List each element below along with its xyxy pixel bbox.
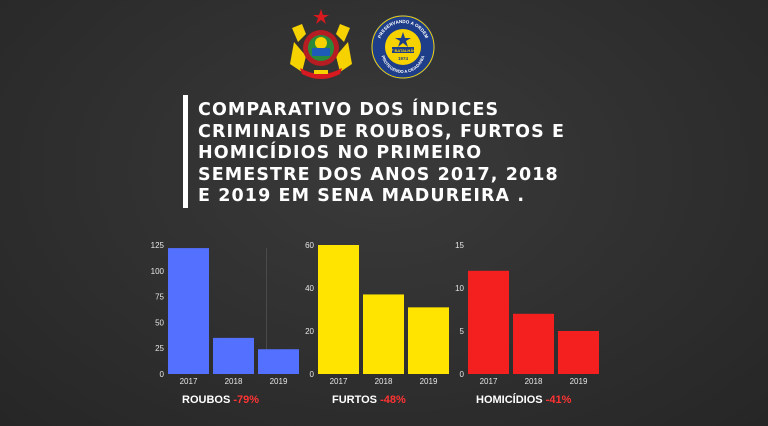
furtos-xtick-2019: 2019	[420, 377, 438, 386]
title-line-1: COMPARATIVO DOS ÍNDICES	[198, 100, 500, 120]
roubos-xtick-2018: 2018	[225, 377, 243, 386]
homicidios-ytick-3: 15	[455, 241, 464, 250]
homicidios-ytick-0: 0	[460, 370, 465, 379]
police-seal-icon: 8º BATALHÃO 1974 PRESERVANDO A ORDEM PRO…	[371, 15, 435, 79]
roubos-bar-2017	[168, 248, 209, 374]
roubos-bar-2018	[213, 337, 254, 374]
homicidios-ytick-1: 5	[460, 327, 465, 336]
furtos-bar-2018	[363, 294, 404, 374]
roubos-ytick-0: 0	[160, 370, 165, 379]
furtos-ytick-0: 0	[310, 370, 315, 379]
roubos-caption-name: ROUBOS	[182, 394, 231, 406]
furtos-bar-2019	[408, 307, 449, 374]
seal-year-label: 1974	[398, 56, 409, 61]
homicidios-xtick-2019: 2019	[570, 377, 588, 386]
homicidios-caption: HOMICÍDIOS -41%	[476, 394, 571, 406]
homicidios-bar-2018	[513, 313, 554, 374]
chart-divider	[266, 248, 267, 358]
furtos-xtick-2018: 2018	[375, 377, 393, 386]
title-line-2: CRIMINAIS DE ROUBOS, FURTOS E	[198, 121, 566, 142]
furtos-xtick-2017: 2017	[330, 377, 348, 386]
homicidios-xtick-2018: 2018	[525, 377, 543, 386]
title-line-4: SEMESTRE DOS ANOS 2017, 2018	[198, 164, 559, 185]
roubos-ytick-1: 25	[155, 344, 164, 353]
homicidios-bar-2017	[468, 270, 509, 374]
furtos-caption-name: FURTOS	[332, 394, 378, 406]
furtos-ytick-1: 20	[305, 327, 314, 336]
title-block: COMPARATIVO DOS ÍNDICES CRIMINAIS DE ROU…	[183, 95, 566, 210]
roubos-ytick-3: 75	[155, 293, 164, 302]
title-line-3: HOMICÍDIOS NO PRIMEIRO	[198, 143, 483, 163]
title-accent-bar	[183, 95, 188, 208]
roubos-xtick-2019: 2019	[270, 377, 288, 386]
roubos-bar-2019	[258, 349, 299, 374]
furtos-ytick-2: 40	[305, 284, 314, 293]
furtos-chart: 0 20 40 60 2017 2018 2019	[305, 241, 449, 386]
furtos-bar-2017	[318, 245, 359, 374]
seal-unit-label: 8º BATALHÃO	[390, 48, 417, 53]
roubos-caption: ROUBOS -79%	[182, 394, 259, 406]
coat-of-arms-icon	[290, 9, 352, 79]
roubos-ytick-2: 50	[155, 318, 164, 327]
title-line-5: E 2019 EM SENA MADUREIRA .	[198, 186, 526, 206]
roubos-chart: 0 25 50 75 100 125 2017 2018 2019	[151, 241, 299, 386]
roubos-xtick-2017: 2017	[180, 377, 198, 386]
furtos-ytick-3: 60	[305, 241, 314, 250]
roubos-caption-change: -79%	[233, 394, 260, 406]
roubos-ytick-4: 100	[151, 267, 165, 276]
homicidios-ytick-2: 10	[455, 284, 464, 293]
homicidios-chart: 0 5 10 15 2017 2018 2019	[455, 241, 599, 386]
furtos-caption: FURTOS -48%	[332, 394, 406, 406]
homicidios-xtick-2017: 2017	[480, 377, 498, 386]
roubos-ytick-5: 125	[151, 241, 165, 250]
homicidios-caption-change: -41%	[545, 394, 572, 406]
homicidios-caption-name: HOMICÍDIOS	[476, 394, 543, 406]
furtos-caption-change: -48%	[380, 394, 406, 406]
homicidios-bar-2019	[558, 331, 599, 374]
